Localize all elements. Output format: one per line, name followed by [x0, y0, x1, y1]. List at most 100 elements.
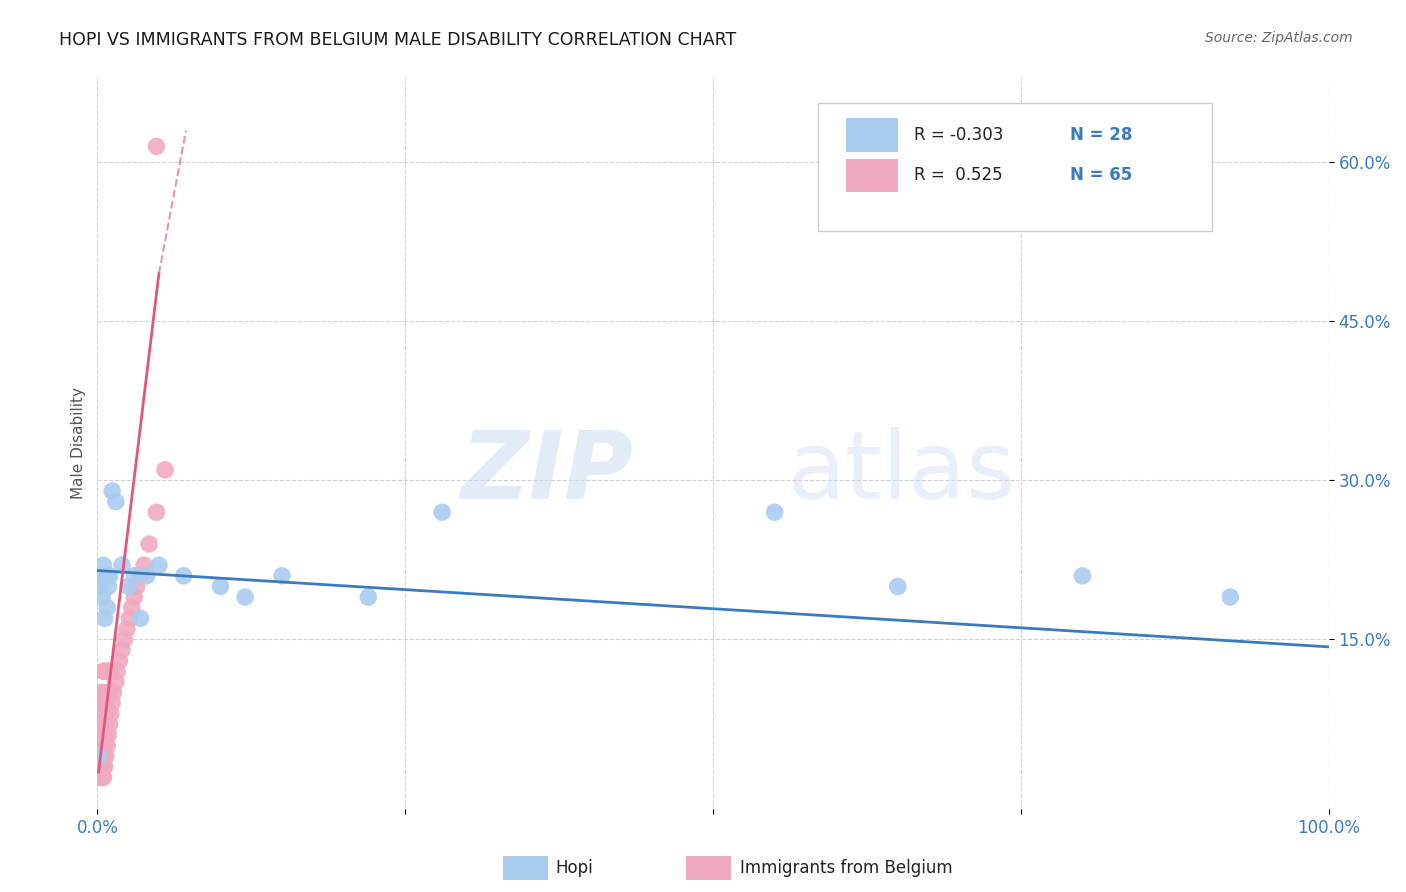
Point: [90, 569, 112, 583]
FancyBboxPatch shape: [846, 119, 898, 152]
Point: [1219, 590, 1241, 604]
Point: [93, 696, 115, 710]
Point: [93, 770, 115, 784]
Point: [93, 749, 115, 764]
Point: [90, 770, 112, 784]
Point: [89, 579, 111, 593]
Point: [89, 717, 111, 731]
Text: HOPI VS IMMIGRANTS FROM BELGIUM MALE DISABILITY CORRELATION CHART: HOPI VS IMMIGRANTS FROM BELGIUM MALE DIS…: [59, 31, 737, 49]
Point: [91, 770, 114, 784]
Point: [98, 569, 121, 583]
Point: [91, 696, 114, 710]
Point: [94, 696, 117, 710]
Point: [89, 728, 111, 742]
Point: [94, 728, 117, 742]
Point: [93, 558, 115, 573]
Text: N = 65: N = 65: [1070, 167, 1132, 185]
Point: [91, 590, 114, 604]
Text: Hopi: Hopi: [555, 859, 593, 877]
Point: [763, 505, 786, 519]
Point: [145, 505, 167, 519]
Point: [93, 760, 115, 774]
Point: [103, 685, 125, 699]
Point: [90, 749, 112, 764]
Point: [105, 665, 128, 679]
Point: [96, 600, 118, 615]
Point: [108, 654, 131, 668]
Point: [114, 632, 136, 647]
Point: [209, 579, 232, 593]
Point: [97, 728, 120, 742]
Point: [138, 537, 160, 551]
Point: [89, 749, 111, 764]
Point: [93, 717, 115, 731]
Point: [91, 749, 114, 764]
Point: [129, 611, 152, 625]
Point: [90, 706, 112, 721]
Point: [124, 569, 146, 583]
Point: [89, 760, 111, 774]
Point: [115, 622, 138, 636]
Point: [145, 139, 167, 153]
Point: [129, 569, 152, 583]
Text: Immigrants from Belgium: Immigrants from Belgium: [740, 859, 952, 877]
Point: [94, 569, 117, 583]
Text: ZIP: ZIP: [460, 426, 633, 518]
Point: [153, 463, 176, 477]
Point: [90, 739, 112, 753]
Point: [104, 494, 127, 508]
Point: [87, 749, 110, 764]
Point: [90, 728, 112, 742]
Point: [117, 579, 139, 593]
Point: [887, 579, 910, 593]
Point: [430, 505, 453, 519]
Point: [98, 717, 121, 731]
Point: [87, 739, 110, 753]
Point: [121, 600, 143, 615]
Point: [104, 674, 127, 689]
Point: [101, 483, 124, 498]
Text: R = -0.303: R = -0.303: [914, 127, 1002, 145]
Point: [1071, 569, 1094, 583]
Point: [93, 611, 115, 625]
Point: [94, 749, 117, 764]
Point: [93, 728, 115, 742]
Y-axis label: Male Disability: Male Disability: [72, 387, 86, 500]
Point: [89, 739, 111, 753]
Text: N = 28: N = 28: [1070, 127, 1133, 145]
Point: [93, 665, 115, 679]
Text: Source: ZipAtlas.com: Source: ZipAtlas.com: [1205, 31, 1353, 45]
Point: [134, 558, 156, 573]
Point: [93, 760, 115, 774]
Point: [233, 590, 256, 604]
FancyBboxPatch shape: [846, 159, 898, 193]
Point: [93, 665, 115, 679]
Point: [135, 569, 157, 583]
Point: [87, 760, 110, 774]
Point: [97, 579, 120, 593]
Text: atlas: atlas: [787, 426, 1015, 518]
Point: [87, 749, 110, 764]
Point: [96, 706, 118, 721]
Point: [97, 685, 120, 699]
Point: [98, 665, 121, 679]
Point: [87, 728, 110, 742]
Point: [118, 611, 141, 625]
Point: [173, 569, 195, 583]
FancyBboxPatch shape: [818, 103, 1212, 231]
Point: [90, 685, 112, 699]
Point: [91, 739, 114, 753]
Point: [271, 569, 294, 583]
Point: [100, 706, 122, 721]
Point: [96, 739, 118, 753]
Point: [101, 696, 124, 710]
Point: [89, 770, 111, 784]
Text: R =  0.525: R = 0.525: [914, 167, 1002, 185]
Point: [124, 590, 146, 604]
Point: [94, 665, 117, 679]
Point: [90, 760, 112, 774]
Point: [357, 590, 380, 604]
Point: [111, 643, 134, 657]
Point: [91, 760, 114, 774]
Point: [148, 558, 170, 573]
